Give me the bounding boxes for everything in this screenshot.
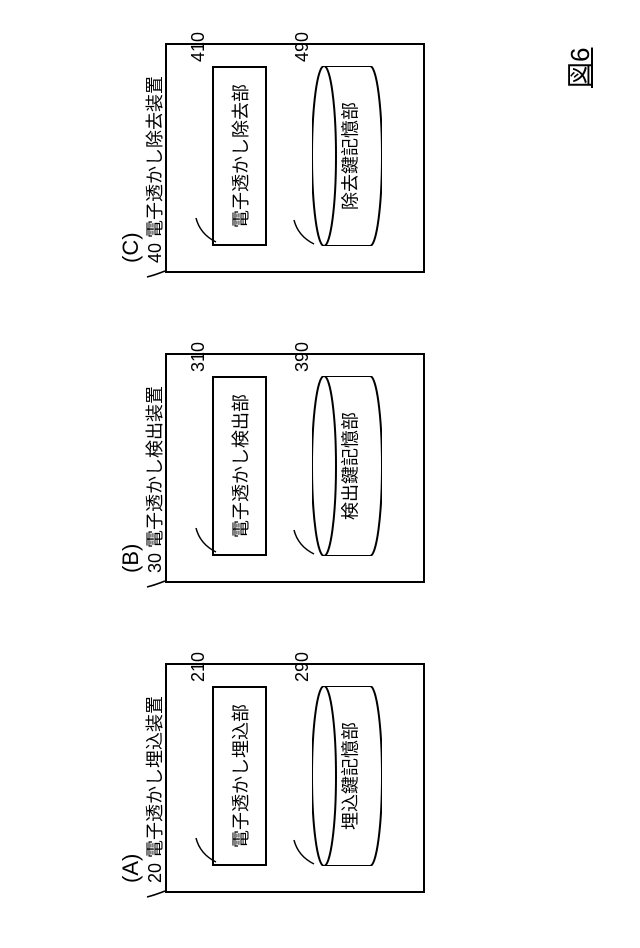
device-box: 電子透かし除去部 410 除去鍵記憶部 490 xyxy=(165,43,425,273)
figure-number: 図6 xyxy=(560,48,597,88)
unit-box: 電子透かし埋込部 xyxy=(212,686,267,866)
storage-cylinder: 検出鍵記憶部 xyxy=(312,376,382,556)
diagram-canvas: 図6 (A)電子透かし埋込部 210 埋込鍵記憶部 29020 電子透かし埋込装… xyxy=(0,0,640,948)
storage-ref: 390 xyxy=(292,342,313,372)
storage-ref: 290 xyxy=(292,652,313,682)
device-title-text: 電子透かし除去装置 xyxy=(145,76,165,238)
storage-ref: 490 xyxy=(292,32,313,62)
unit-box: 電子透かし検出部 xyxy=(212,376,267,556)
unit-ref: 310 xyxy=(188,342,209,372)
storage-label: 除去鍵記憶部 xyxy=(337,66,363,246)
storage-cylinder: 埋込鍵記憶部 xyxy=(312,686,382,866)
device-title-text: 電子透かし検出装置 xyxy=(145,386,165,548)
page: 図6 (A)電子透かし埋込部 210 埋込鍵記憶部 29020 電子透かし埋込装… xyxy=(0,308,640,948)
storage-label: 埋込鍵記憶部 xyxy=(337,686,363,866)
device-title: 40 電子透かし除去装置 xyxy=(141,76,167,263)
storage-cylinder: 除去鍵記憶部 xyxy=(312,66,382,246)
device-box: 電子透かし検出部 310 検出鍵記憶部 390 xyxy=(165,353,425,583)
device-title: 30 電子透かし検出装置 xyxy=(141,386,167,573)
device-title-text: 電子透かし埋込装置 xyxy=(145,696,165,858)
unit-label: 電子透かし除去部 xyxy=(227,84,253,228)
device-title: 20 電子透かし埋込装置 xyxy=(141,696,167,883)
unit-ref: 410 xyxy=(188,32,209,62)
unit-label: 電子透かし検出部 xyxy=(227,394,253,538)
unit-label: 電子透かし埋込部 xyxy=(227,704,253,848)
device-box: 電子透かし埋込部 210 埋込鍵記憶部 290 xyxy=(165,663,425,893)
storage-label: 検出鍵記憶部 xyxy=(337,376,363,556)
unit-ref: 210 xyxy=(188,652,209,682)
unit-box: 電子透かし除去部 xyxy=(212,66,267,246)
